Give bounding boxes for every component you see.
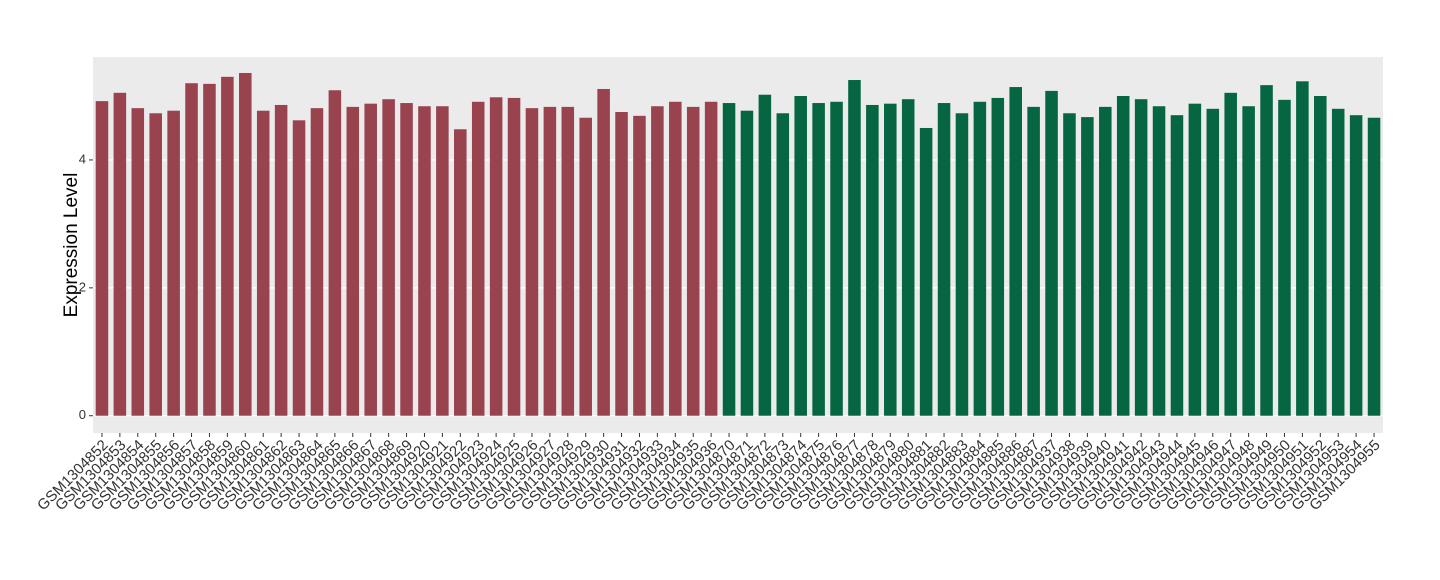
bar: [848, 80, 861, 416]
bar: [776, 113, 790, 416]
bar: [292, 120, 306, 416]
bar: [1152, 106, 1166, 416]
bar: [95, 101, 109, 416]
bar: [364, 103, 377, 416]
bar: [543, 106, 557, 416]
bar: [919, 127, 933, 416]
bar: [256, 110, 270, 416]
bar: [382, 99, 395, 416]
y-tick-label: 0: [79, 407, 86, 422]
bar: [830, 101, 843, 416]
bar: [740, 110, 754, 416]
bar: [1170, 115, 1184, 416]
bar: [525, 108, 539, 416]
bar: [131, 108, 145, 416]
bar: [651, 106, 664, 416]
bar: [1331, 108, 1345, 416]
bar: [1099, 106, 1112, 416]
bar: [167, 110, 180, 416]
bar: [1242, 106, 1255, 416]
bar: [704, 101, 718, 416]
bar: [1367, 117, 1381, 416]
bar: [274, 104, 288, 416]
bar: [1116, 96, 1130, 416]
bar: [812, 103, 825, 416]
bar: [400, 103, 413, 416]
bar: [149, 113, 162, 416]
bar: [1296, 81, 1309, 416]
bar: [1027, 106, 1040, 416]
bar: [221, 76, 234, 416]
bar: [185, 83, 198, 416]
bar: [722, 103, 736, 416]
bar: [1134, 99, 1148, 416]
bar: [1188, 103, 1202, 416]
bar: [1260, 85, 1273, 416]
bar: [1314, 96, 1327, 416]
bar: [310, 108, 324, 416]
bar: [239, 72, 252, 416]
bar: [418, 106, 431, 416]
bar: [615, 111, 628, 416]
bar: [346, 106, 360, 416]
bar: [113, 92, 127, 416]
bar: [669, 101, 682, 416]
bar: [1081, 117, 1094, 416]
bar: [471, 101, 485, 416]
bar: [1045, 90, 1058, 416]
bar: [1278, 99, 1291, 416]
bar: [489, 97, 503, 416]
bar: [1063, 113, 1076, 416]
bar: [973, 101, 987, 416]
bar: [794, 96, 807, 416]
bar: [866, 104, 879, 416]
bar: [758, 94, 772, 416]
y-tick-label: 4: [79, 151, 86, 166]
bar: [561, 106, 575, 416]
bar: [436, 106, 449, 416]
panel: [93, 57, 1383, 433]
bar: [686, 106, 700, 416]
bar: [597, 88, 610, 416]
bar: [901, 99, 915, 416]
bar: [328, 90, 342, 416]
y-axis-title: Expression Level: [61, 173, 82, 318]
bar: [203, 83, 216, 416]
y-tick-label: 2: [79, 279, 86, 294]
bar: [579, 117, 592, 416]
bar: [1349, 115, 1363, 416]
bar: [1009, 87, 1022, 416]
bar: [937, 103, 951, 416]
bar: [633, 115, 646, 416]
bar: [955, 113, 969, 416]
bar: [454, 129, 467, 416]
bar: [1206, 108, 1220, 416]
bar: [1224, 92, 1237, 416]
bar: [991, 97, 1005, 416]
bar: [884, 103, 897, 416]
bar: [507, 97, 521, 416]
